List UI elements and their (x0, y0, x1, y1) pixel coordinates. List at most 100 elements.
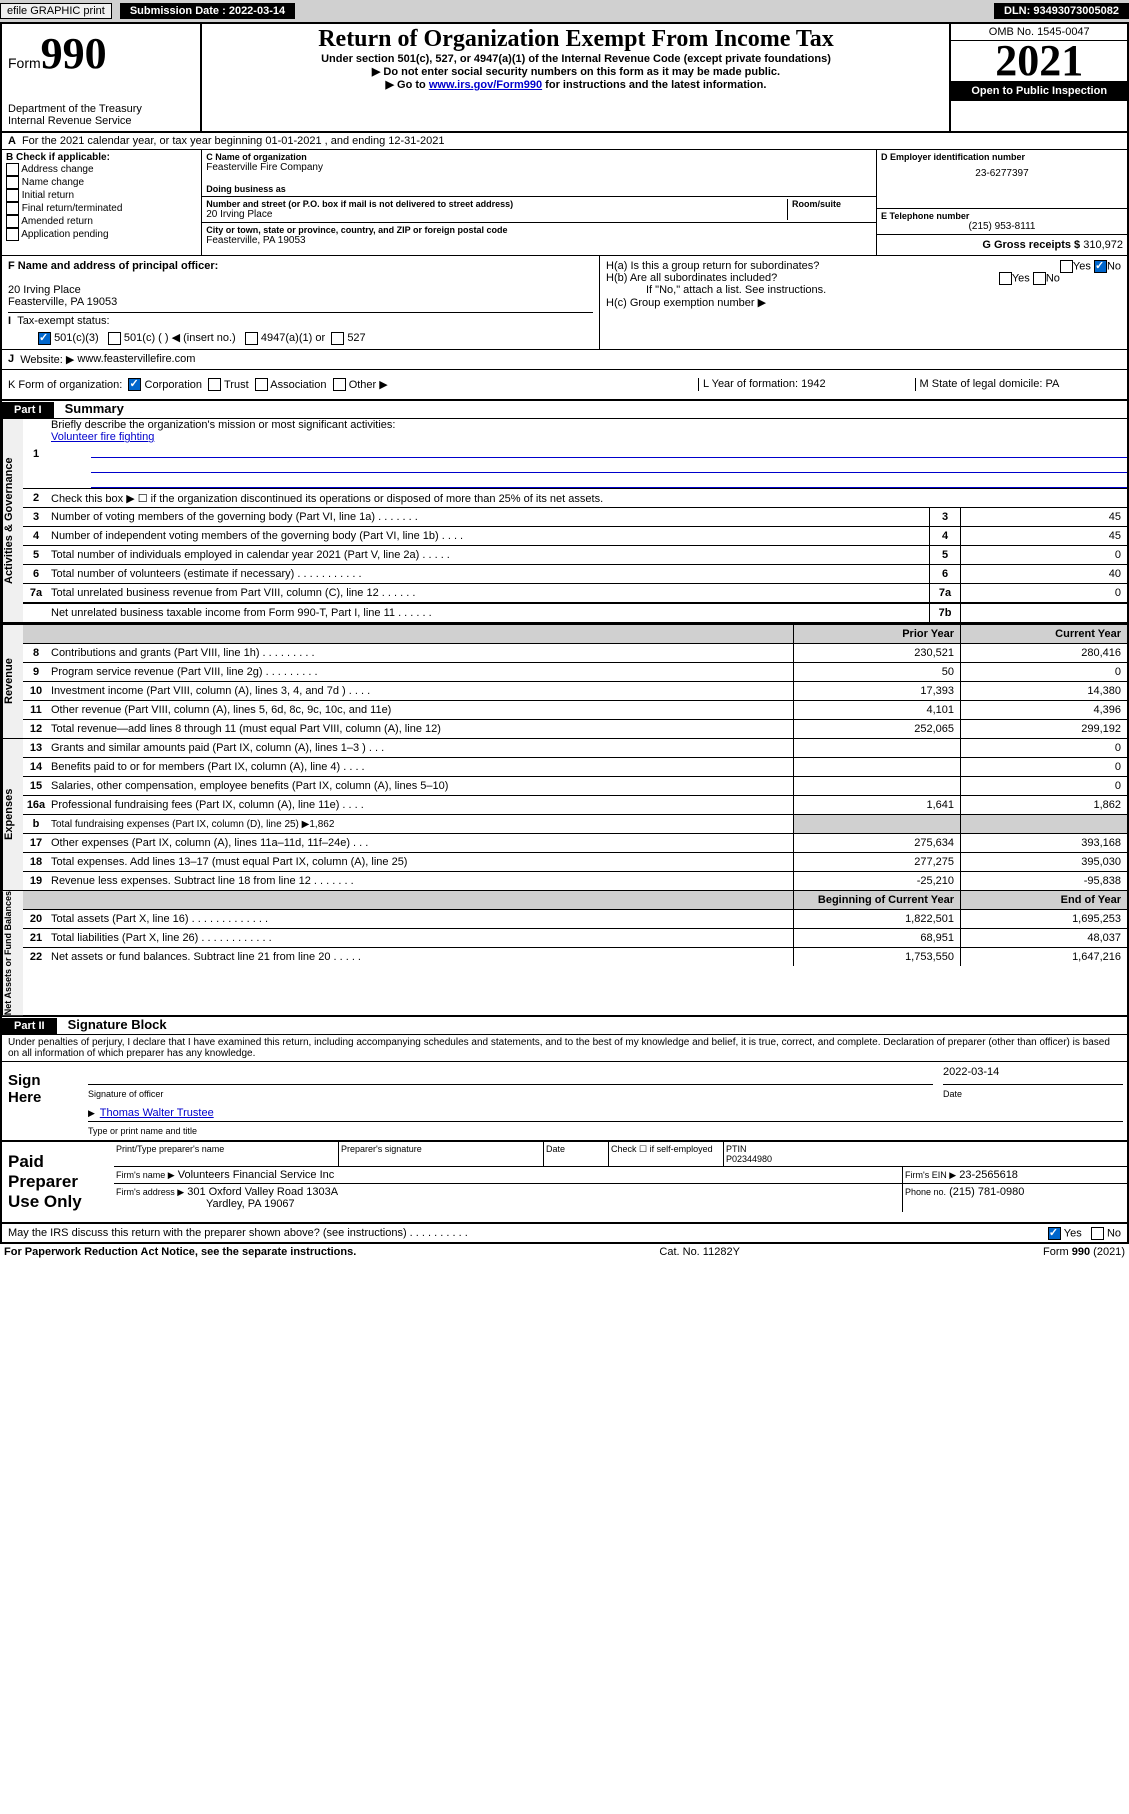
net-sidebar: Net Assets or Fund Balances (2, 891, 23, 1015)
l10-c: 14,380 (960, 682, 1127, 700)
officer-addr1: 20 Irving Place (8, 284, 593, 296)
ha-no[interactable] (1094, 260, 1107, 273)
check-corp[interactable] (128, 378, 141, 391)
l15-p (793, 777, 960, 795)
check-other[interactable] (333, 378, 346, 391)
l14-c: 0 (960, 758, 1127, 776)
part2-title: Signature Block (68, 1017, 167, 1032)
l8-p: 230,521 (793, 644, 960, 662)
h-note: If "No," attach a list. See instructions… (606, 284, 1121, 296)
check-amended-return[interactable]: Amended return (6, 215, 197, 228)
type-name-label: Type or print name and title (88, 1126, 1123, 1136)
l19-text: Revenue less expenses. Subtract line 18 … (49, 875, 793, 887)
efile-topbar: efile GRAPHIC print Submission Date : 20… (0, 0, 1129, 22)
city-label: City or town, state or province, country… (206, 225, 872, 235)
footer-left: For Paperwork Reduction Act Notice, see … (4, 1246, 356, 1258)
col-preparer-sig: Preparer's signature (339, 1142, 544, 1166)
l4-val: 45 (960, 527, 1127, 545)
check-501c3[interactable] (38, 332, 51, 345)
l7b-box: 7b (929, 604, 960, 622)
check-trust[interactable] (208, 378, 221, 391)
l12-c: 299,192 (960, 720, 1127, 738)
l6-val: 40 (960, 565, 1127, 583)
l7b-val (960, 604, 1127, 622)
l15-c: 0 (960, 777, 1127, 795)
irs-label: Internal Revenue Service (8, 115, 194, 127)
firm-ein: 23-2565618 (959, 1169, 1018, 1181)
irs-link[interactable]: www.irs.gov/Form990 (429, 79, 542, 91)
hb-yes[interactable] (999, 272, 1012, 285)
check-app-pending[interactable]: Application pending (6, 228, 197, 241)
part2-badge: Part II (2, 1018, 57, 1034)
exp-sidebar: Expenses (2, 739, 23, 890)
gov-section: Activities & Governance 1 Briefly descri… (0, 419, 1129, 623)
h-c: H(c) Group exemption number ▶ (606, 296, 1121, 309)
col-self[interactable]: Check ☐ if self-employed (609, 1142, 724, 1166)
period-text: For the 2021 calendar year, or tax year … (22, 135, 445, 147)
check-assoc[interactable] (255, 378, 268, 391)
l21-c: 48,037 (960, 929, 1127, 947)
check-initial-return[interactable]: Initial return (6, 189, 197, 202)
discuss-yes[interactable] (1048, 1227, 1061, 1240)
form-number: Form990 (8, 28, 194, 79)
sign-here-label: Sign Here (2, 1062, 84, 1140)
check-527[interactable] (331, 332, 344, 345)
identity-block: B Check if applicable: Address change Na… (0, 150, 1129, 256)
check-final-return[interactable]: Final return/terminated (6, 202, 197, 215)
dept-label: Department of the Treasury (8, 103, 194, 115)
firm-phone: (215) 781-0980 (949, 1186, 1024, 1198)
h-a: H(a) Is this a group return for subordin… (606, 260, 1121, 272)
efile-graphic-link[interactable]: efile GRAPHIC print (0, 3, 112, 19)
boxF-label: F Name and address of principal officer: (8, 260, 593, 272)
org-city: Feasterville, PA 19053 (206, 235, 872, 246)
col-prior: Prior Year (793, 625, 960, 643)
l21-text: Total liabilities (Part X, line 26) . . … (49, 932, 793, 944)
l11-text: Other revenue (Part VIII, column (A), li… (49, 704, 793, 716)
exp-section: Expenses 13Grants and similar amounts pa… (0, 739, 1129, 891)
dln: DLN: 93493073005082 (994, 3, 1129, 19)
l14-p (793, 758, 960, 776)
check-addr-change[interactable]: Address change (6, 163, 197, 176)
discuss-no[interactable] (1091, 1227, 1104, 1240)
col-begin: Beginning of Current Year (793, 891, 960, 909)
footer: For Paperwork Reduction Act Notice, see … (0, 1244, 1129, 1260)
check-4947[interactable] (245, 332, 258, 345)
gross-amt: 310,972 (1083, 239, 1123, 251)
rev-section: Revenue Prior Year Current Year 8Contrib… (0, 623, 1129, 739)
l16a-text: Professional fundraising fees (Part IX, … (49, 799, 793, 811)
hb-no[interactable] (1033, 272, 1046, 285)
l3-box: 3 (929, 508, 960, 526)
l11-p: 4,101 (793, 701, 960, 719)
ha-yes[interactable] (1060, 260, 1073, 273)
l8-text: Contributions and grants (Part VIII, lin… (49, 647, 793, 659)
l4-box: 4 (929, 527, 960, 545)
org-address: 20 Irving Place (206, 209, 787, 220)
website-url[interactable]: www.feastervillefire.com (77, 353, 195, 366)
paid-preparer-block: Paid Preparer Use Only Print/Type prepar… (0, 1142, 1129, 1224)
gov-sidebar: Activities & Governance (2, 419, 23, 622)
tax-exempt-label: Tax-exempt status: (17, 315, 109, 327)
l16b-c (960, 815, 1127, 833)
sign-date-val: 2022-03-14 (943, 1066, 1123, 1078)
l18-p: 277,275 (793, 853, 960, 871)
addr-label: Number and street (or P.O. box if mail i… (206, 199, 787, 209)
check-name-change[interactable]: Name change (6, 176, 197, 189)
check-501c[interactable] (108, 332, 121, 345)
l10-p: 17,393 (793, 682, 960, 700)
part1-title: Summary (65, 401, 124, 416)
paid-label: Paid Preparer Use Only (2, 1142, 114, 1222)
l19-p: -25,210 (793, 872, 960, 890)
name-label: C Name of organization (206, 152, 872, 162)
l22-text: Net assets or fund balances. Subtract li… (49, 951, 793, 963)
l5-text: Total number of individuals employed in … (49, 549, 929, 561)
dba-label: Doing business as (206, 184, 872, 194)
ein-label: D Employer identification number (881, 152, 1123, 162)
klm-row: K Form of organization: Corporation Trus… (0, 370, 1129, 402)
sign-here-block: Sign Here Signature of officer 2022-03-1… (0, 1062, 1129, 1142)
boxB-label: B Check if applicable: (6, 152, 197, 163)
sub2: ▶ Do not enter social security numbers o… (208, 65, 943, 78)
l21-p: 68,951 (793, 929, 960, 947)
l20-text: Total assets (Part X, line 16) . . . . .… (49, 913, 793, 925)
line1-label: Briefly describe the organization's miss… (51, 419, 395, 431)
submission-date: Submission Date : 2022-03-14 (120, 3, 295, 19)
